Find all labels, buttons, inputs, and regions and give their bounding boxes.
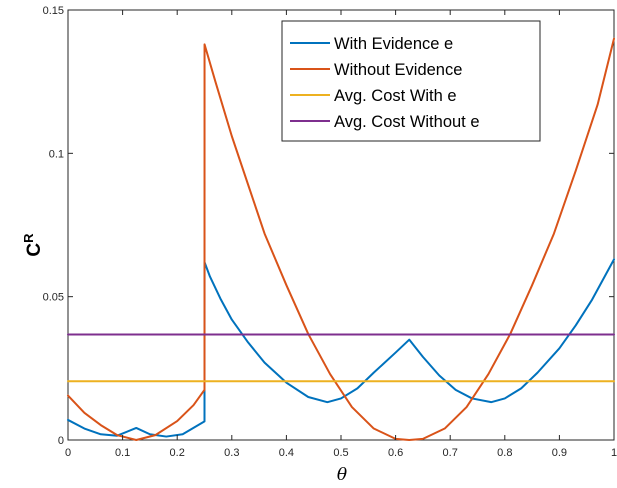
x-tick-label: 0.9: [552, 447, 567, 459]
legend: With Evidence e Without Evidence Avg. Cost…: [281, 20, 541, 142]
legend-items: With Evidence e Without Evidence Avg. Cost…: [290, 35, 480, 131]
x-tick-label: 1: [611, 447, 617, 459]
legend-label: Avg. Cost With e: [334, 87, 457, 105]
ticks-layer: 0 0.1 0.2 0.3 0.4 0.5 0.6 0.7 0.8 0.9 1 0 0.05 0.1 0.1…: [43, 5, 617, 459]
y-axis-title: CR: [21, 233, 45, 257]
x-tick-label: 0.5: [333, 447, 348, 459]
x-tick-label: 0.1: [115, 447, 130, 459]
series-layer: [67, 37, 615, 441]
series-line-1: [67, 258, 615, 438]
x-axis-title: θ: [337, 465, 347, 485]
x-tick-label: 0.4: [279, 447, 294, 459]
y-axis-title-superscript: R: [21, 233, 36, 243]
y-tick-label: 0: [58, 435, 64, 447]
y-axis-title-main: C: [24, 243, 45, 257]
x-tick-label: 0.6: [388, 447, 403, 459]
legend-label: Without Evidence: [334, 61, 462, 79]
x-tick-label: 0.8: [497, 447, 512, 459]
y-tick-label: 0.15: [43, 5, 64, 17]
x-tick-label: 0: [65, 447, 71, 459]
x-tick-label: 0.2: [170, 447, 185, 459]
legend-label: Avg. Cost Without e: [334, 113, 480, 131]
x-tick-label: 0.3: [224, 447, 239, 459]
legend-label: With Evidence e: [334, 35, 453, 53]
y-tick-label: 0.05: [43, 292, 64, 304]
y-tick-label: 0.1: [49, 148, 64, 160]
x-tick-label: 0.7: [443, 447, 458, 459]
